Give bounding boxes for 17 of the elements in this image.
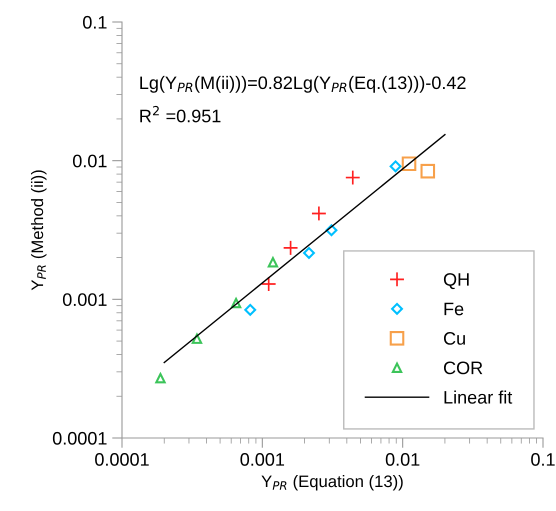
legend-label: QH — [444, 273, 469, 290]
y-tick-label: 0.01 — [72, 154, 107, 168]
legend-label: Fe — [444, 302, 464, 316]
legend-label: Linear fit — [444, 390, 512, 404]
x-tick-label: 0.1 — [531, 453, 555, 466]
x-tick-label: 0.01 — [386, 453, 420, 466]
annotation: Lg(Y$_{PR}$(M(ii)))=0.82Lg(Y$_{PR}$(Eq.(13)))-0.42 — [140, 76, 466, 93]
x-tick-label: 0.001 — [240, 453, 284, 466]
x-axis-title: Y$_{PR}$ (Equation (13)) — [261, 474, 403, 491]
y-tick-label: 0.1 — [83, 16, 107, 29]
y-tick-label: 0.001 — [62, 293, 107, 306]
y-tick-label: 0.0001 — [52, 432, 107, 445]
x-tick-label: 0.0001 — [95, 453, 149, 466]
y-axis-title: Y$_{PR}$ (Method (ii)) — [30, 170, 47, 290]
legend-label: COR — [444, 361, 482, 374]
legend-label: Cu — [444, 332, 465, 345]
annotation: R$^{2}$ =0.951 — [140, 106, 220, 122]
